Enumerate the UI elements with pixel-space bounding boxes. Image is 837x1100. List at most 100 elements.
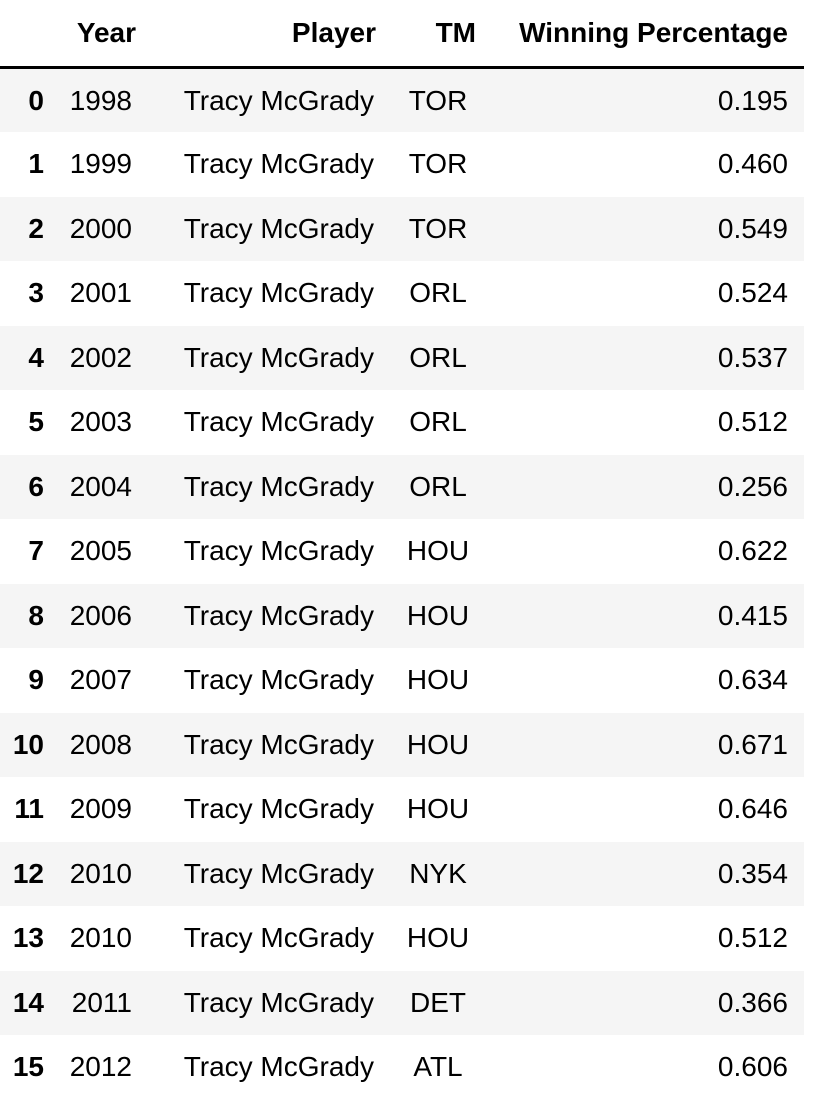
header-player: Player xyxy=(152,0,392,69)
row-index: 5 xyxy=(28,406,44,438)
cell-winning-percentage: 0.634 xyxy=(717,664,788,696)
cell-year: 2012 xyxy=(69,1051,132,1083)
table-row: 11 2009 Tracy McGrady HOU 0.646 xyxy=(0,777,804,842)
cell-player: Tracy McGrady xyxy=(183,148,374,180)
row-index: 3 xyxy=(28,277,44,309)
cell-player: Tracy McGrady xyxy=(183,535,374,567)
header-tm: TM xyxy=(392,0,492,69)
cell-year: 2003 xyxy=(69,406,132,438)
cell-year: 2000 xyxy=(69,212,132,244)
cell-winning-percentage: 0.537 xyxy=(717,341,788,373)
cell-year: 2002 xyxy=(69,341,132,373)
cell-player: Tracy McGrady xyxy=(183,793,374,825)
table-row: 7 2005 Tracy McGrady HOU 0.622 xyxy=(0,519,804,584)
cell-winning-percentage: 0.622 xyxy=(717,535,788,567)
cell-tm: HOU xyxy=(406,922,470,954)
table-row: 2 2000 Tracy McGrady TOR 0.549 xyxy=(0,196,804,261)
table-row: 13 2010 Tracy McGrady HOU 0.512 xyxy=(0,906,804,971)
table-row: 12 2010 Tracy McGrady NYK 0.354 xyxy=(0,841,804,906)
dataframe-table: Year Player TM Winning Percentage 0 1998 T… xyxy=(0,0,804,1100)
row-index: 0 xyxy=(28,84,44,116)
row-index: 11 xyxy=(14,793,44,825)
cell-player: Tracy McGrady xyxy=(183,599,374,631)
cell-year: 2010 xyxy=(69,922,132,954)
cell-winning-percentage: 0.512 xyxy=(717,406,788,438)
cell-year: 2006 xyxy=(69,599,132,631)
table-row: 4 2002 Tracy McGrady ORL 0.537 xyxy=(0,325,804,390)
cell-player: Tracy McGrady xyxy=(183,986,374,1018)
table-row: 1 1999 Tracy McGrady TOR 0.460 xyxy=(0,132,804,197)
table-header: Year Player TM Winning Percentage xyxy=(0,0,804,69)
cell-year: 2008 xyxy=(69,728,132,760)
cell-year: 2011 xyxy=(71,986,132,1018)
table-row: 0 1998 Tracy McGrady TOR 0.195 xyxy=(0,67,804,132)
cell-tm: ORL xyxy=(409,341,467,373)
header-row: Year Player TM Winning Percentage xyxy=(0,0,804,69)
table-row: 6 2004 Tracy McGrady ORL 0.256 xyxy=(0,454,804,519)
cell-tm: HOU xyxy=(406,793,470,825)
row-index: 1 xyxy=(28,148,44,180)
cell-player: Tracy McGrady xyxy=(183,84,374,116)
cell-year: 2001 xyxy=(69,277,132,309)
row-index: 6 xyxy=(28,470,44,502)
cell-tm: ATL xyxy=(413,1051,463,1083)
header-index xyxy=(0,0,56,69)
cell-tm: HOU xyxy=(406,599,470,631)
cell-year: 1998 xyxy=(69,84,132,116)
cell-tm: ORL xyxy=(409,277,467,309)
row-index: 14 xyxy=(12,986,44,1018)
cell-player: Tracy McGrady xyxy=(183,341,374,373)
header-winning-percentage: Winning Percentage xyxy=(492,0,804,69)
cell-tm: ORL xyxy=(409,470,467,502)
cell-year: 2005 xyxy=(69,535,132,567)
table-row: 10 2008 Tracy McGrady HOU 0.671 xyxy=(0,712,804,777)
row-index: 12 xyxy=(12,857,44,889)
header-year: Year xyxy=(56,0,152,69)
cell-tm: NYK xyxy=(409,857,467,889)
cell-winning-percentage: 0.512 xyxy=(717,922,788,954)
table-row: 15 2012 Tracy McGrady ATL 0.606 xyxy=(0,1035,804,1100)
table-row: 14 2011 Tracy McGrady DET 0.366 xyxy=(0,970,804,1035)
cell-winning-percentage: 0.549 xyxy=(717,212,788,244)
row-index: 10 xyxy=(12,728,44,760)
cell-winning-percentage: 0.524 xyxy=(717,277,788,309)
cell-player: Tracy McGrady xyxy=(183,406,374,438)
cell-winning-percentage: 0.646 xyxy=(717,793,788,825)
table-body: 0 1998 Tracy McGrady TOR 0.195 1 1999 Tracy McG… xyxy=(0,67,804,1100)
cell-player: Tracy McGrady xyxy=(183,922,374,954)
row-index: 4 xyxy=(28,341,44,373)
cell-player: Tracy McGrady xyxy=(183,470,374,502)
row-index: 2 xyxy=(28,212,44,244)
cell-year: 2010 xyxy=(69,857,132,889)
cell-tm: TOR xyxy=(408,84,468,116)
cell-tm: HOU xyxy=(406,728,470,760)
row-index: 15 xyxy=(12,1051,44,1083)
row-index: 13 xyxy=(12,922,44,954)
cell-tm: HOU xyxy=(406,664,470,696)
cell-winning-percentage: 0.195 xyxy=(717,84,788,116)
row-index: 7 xyxy=(28,535,44,567)
cell-year: 2004 xyxy=(69,470,132,502)
cell-winning-percentage: 0.460 xyxy=(717,148,788,180)
cell-tm: ORL xyxy=(409,406,467,438)
cell-winning-percentage: 0.354 xyxy=(717,857,788,889)
cell-winning-percentage: 0.415 xyxy=(717,599,788,631)
row-index: 8 xyxy=(28,599,44,631)
cell-tm: DET xyxy=(410,986,466,1018)
cell-player: Tracy McGrady xyxy=(183,277,374,309)
cell-winning-percentage: 0.606 xyxy=(717,1051,788,1083)
cell-player: Tracy McGrady xyxy=(183,212,374,244)
table-row: 9 2007 Tracy McGrady HOU 0.634 xyxy=(0,648,804,713)
cell-tm: TOR xyxy=(408,148,468,180)
cell-winning-percentage: 0.256 xyxy=(717,470,788,502)
cell-player: Tracy McGrady xyxy=(183,1051,374,1083)
table-row: 8 2006 Tracy McGrady HOU 0.415 xyxy=(0,583,804,648)
cell-winning-percentage: 0.671 xyxy=(717,728,788,760)
table-row: 5 2003 Tracy McGrady ORL 0.512 xyxy=(0,390,804,455)
cell-player: Tracy McGrady xyxy=(183,728,374,760)
cell-year: 1999 xyxy=(69,148,132,180)
cell-tm: HOU xyxy=(406,535,470,567)
table-row: 3 2001 Tracy McGrady ORL 0.524 xyxy=(0,261,804,326)
cell-year: 2009 xyxy=(69,793,132,825)
cell-winning-percentage: 0.366 xyxy=(717,986,788,1018)
